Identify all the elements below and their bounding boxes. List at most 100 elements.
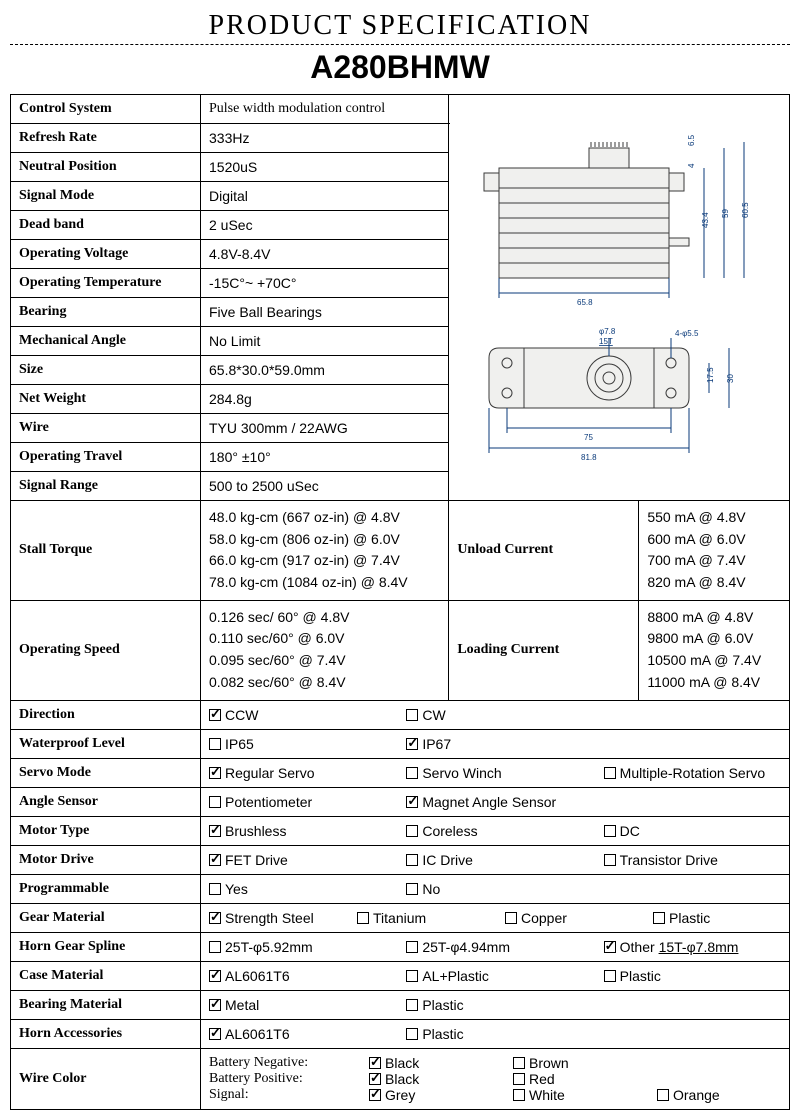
row-value: 500 to 2500 uSec (201, 472, 449, 501)
row-label: Operating Speed (11, 600, 201, 700)
row-label: Waterproof Level (11, 729, 201, 758)
checkbox-label: Coreless (422, 823, 477, 839)
row-value: Five Ball Bearings (201, 298, 449, 327)
checkbox-option: DC (604, 823, 781, 839)
row-label: Motor Type (11, 816, 201, 845)
checkbox-checked-icon (209, 709, 221, 721)
checkbox-label: Potentiometer (225, 794, 312, 810)
row-value: Digital (201, 182, 449, 211)
checkbox-empty-icon (406, 767, 418, 779)
checkbox-option: Potentiometer (209, 794, 386, 810)
svg-text:17.5: 17.5 (706, 366, 715, 382)
unload-current-values: 550 mA @ 4.8V 600 mA @ 6.0V 700 mA @ 7.4… (639, 501, 790, 601)
checkbox-empty-icon (604, 767, 616, 779)
svg-text:15T: 15T (599, 337, 613, 346)
row-label: Bearing Material (11, 990, 201, 1019)
waterproof-options: IP65IP67 (201, 729, 790, 758)
stall-torque-values: 48.0 kg-cm (667 oz-in) @ 4.8V 58.0 kg-cm… (201, 501, 449, 601)
svg-text:30: 30 (726, 373, 735, 382)
wire-color-line-label: Battery Negative: (209, 1055, 349, 1071)
checkbox-label: Multiple-Rotation Servo (620, 765, 766, 781)
checkbox-empty-icon (406, 970, 418, 982)
checkbox-label: Orange (673, 1087, 720, 1103)
row-label: Signal Range (11, 472, 201, 501)
checkbox-option: Grey (369, 1087, 493, 1103)
row-label: Loading Current (449, 600, 639, 700)
row-value: 284.8g (201, 385, 449, 414)
checkbox-option: No (406, 881, 583, 897)
angle-sensor-options: Potentiometer Magnet Angle Sensor (201, 787, 790, 816)
row-label: Horn Accessories (11, 1019, 201, 1048)
row-label: Horn Gear Spline (11, 932, 201, 961)
case-material-options: AL6061T6AL+PlasticPlastic (201, 961, 790, 990)
checkbox-option: CCW (209, 707, 386, 723)
row-value: 65.8*30.0*59.0mm (201, 356, 449, 385)
dimension-diagram: 65.8 43.4 59 60.5 6.5 4 (449, 95, 790, 501)
svg-text:4: 4 (687, 163, 696, 168)
row-label: Refresh Rate (11, 124, 201, 153)
row-label: Operating Temperature (11, 269, 201, 298)
checkbox-checked-icon (209, 825, 221, 837)
checkbox-label: Plastic (422, 997, 463, 1013)
direction-options: CCWCW (201, 700, 790, 729)
checkbox-empty-icon (604, 854, 616, 866)
checkbox-option: Strength Steel (209, 910, 337, 926)
checkbox-option: Transistor Drive (604, 852, 781, 868)
checkbox-label: Brushless (225, 823, 286, 839)
checkbox-checked-icon (369, 1089, 381, 1101)
checkbox-label: Plastic (620, 968, 661, 984)
checkbox-option: Orange (657, 1087, 781, 1103)
row-label: Net Weight (11, 385, 201, 414)
row-value: 4.8V-8.4V (201, 240, 449, 269)
checkbox-option: White (513, 1087, 637, 1103)
checkbox-label: IP67 (422, 736, 451, 752)
checkbox-label: Plastic (422, 1026, 463, 1042)
gear-material-options: Strength SteelTitaniumCopperPlastic (201, 903, 790, 932)
checkbox-label: Black (385, 1055, 419, 1071)
checkbox-option: IC Drive (406, 852, 583, 868)
checkbox-option: Plastic (406, 1026, 583, 1042)
row-value: TYU 300mm / 22AWG (201, 414, 449, 443)
checkbox-label: Copper (521, 910, 567, 926)
checkbox-option: Yes (209, 881, 386, 897)
row-label: Size (11, 356, 201, 385)
checkbox-label: AL6061T6 (225, 1026, 290, 1042)
checkbox-label: CCW (225, 707, 258, 723)
checkbox-label: Transistor Drive (620, 852, 718, 868)
checkbox-option: Copper (505, 910, 633, 926)
checkbox-option: Magnet Angle Sensor (406, 794, 583, 810)
row-label: Neutral Position (11, 153, 201, 182)
op-speed-values: 0.126 sec/ 60° @ 4.8V 0.110 sec/60° @ 6.… (201, 600, 449, 700)
checkbox-label: Magnet Angle Sensor (422, 794, 556, 810)
row-label: Gear Material (11, 903, 201, 932)
checkbox-empty-icon (505, 912, 517, 924)
checkbox-label: DC (620, 823, 640, 839)
row-label: Direction (11, 700, 201, 729)
checkbox-checked-icon (406, 738, 418, 750)
svg-text:φ7.8: φ7.8 (599, 327, 616, 336)
checkbox-label: IC Drive (422, 852, 473, 868)
checkbox-option: Plastic (406, 997, 583, 1013)
horn-spline-options: 25T-φ5.92mm25T-φ4.94mmOther 15T-φ7.8mm (201, 932, 790, 961)
checkbox-option: 25T-φ5.92mm (209, 939, 386, 955)
checkbox-option: Coreless (406, 823, 583, 839)
checkbox-empty-icon (406, 941, 418, 953)
checkbox-option: Plastic (604, 968, 781, 984)
servo-mode-options: Regular ServoServo WinchMultiple-Rotatio… (201, 758, 790, 787)
checkbox-label: AL6061T6 (225, 968, 290, 984)
checkbox-label: No (422, 881, 440, 897)
row-label: Servo Mode (11, 758, 201, 787)
svg-text:81.8: 81.8 (581, 453, 597, 462)
checkbox-empty-icon (653, 912, 665, 924)
horn-acc-options: AL6061T6 Plastic (201, 1019, 790, 1048)
row-value: Pulse width modulation control (201, 95, 449, 124)
checkbox-option: AL6061T6 (209, 968, 386, 984)
checkbox-label: Black (385, 1071, 419, 1087)
motor-drive-options: FET DriveIC DriveTransistor Drive (201, 845, 790, 874)
checkbox-option: Multiple-Rotation Servo (604, 765, 781, 781)
row-label: Signal Mode (11, 182, 201, 211)
row-label: Operating Voltage (11, 240, 201, 269)
checkbox-option: Brown (513, 1055, 637, 1071)
row-label: Angle Sensor (11, 787, 201, 816)
checkbox-empty-icon (513, 1089, 525, 1101)
